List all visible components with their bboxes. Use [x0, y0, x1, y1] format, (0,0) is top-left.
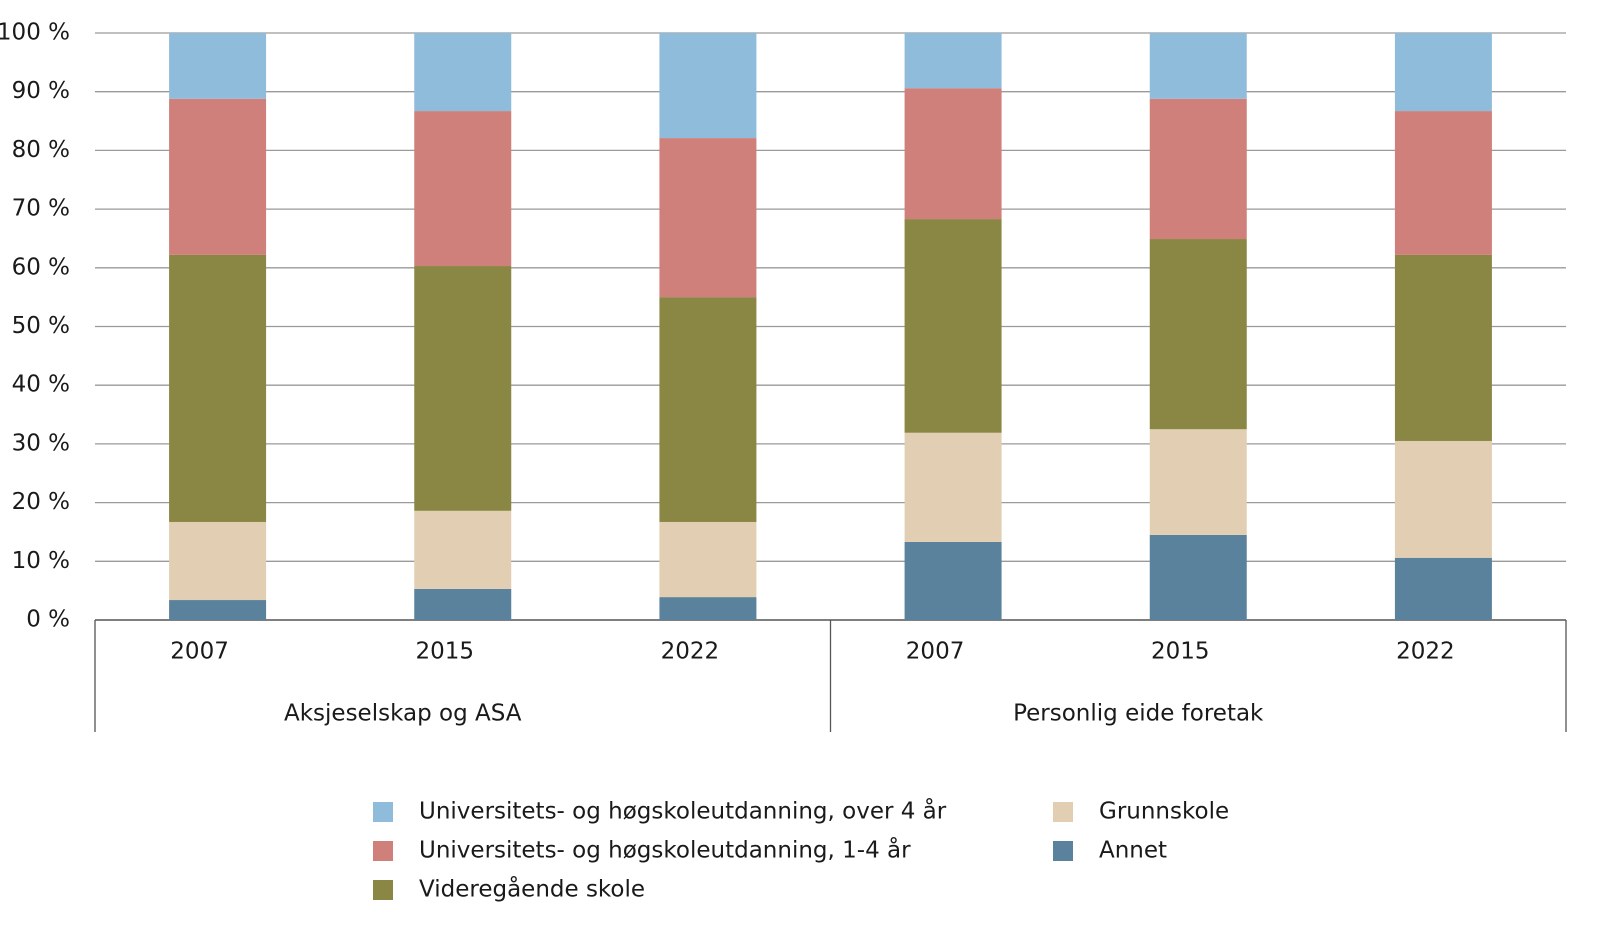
x-tick-label: 2022 [1396, 639, 1455, 665]
y-tick-label: 10 % [12, 548, 70, 574]
bar-segment [414, 588, 512, 620]
y-tick-label: 80 % [12, 137, 70, 163]
bar-segment [414, 510, 512, 589]
bar-segment [904, 541, 1002, 620]
bar-segment [904, 88, 1002, 220]
bar-segment [414, 111, 512, 267]
bar-segment [1394, 111, 1492, 255]
y-tick-label: 30 % [12, 430, 70, 456]
bar-segment [169, 254, 267, 522]
y-tick-label: 90 % [12, 78, 70, 104]
bar-segment [904, 33, 1002, 89]
bar-segment [904, 432, 1002, 542]
bar-segment [659, 33, 757, 139]
bar-segment [1394, 254, 1492, 441]
legend-label: Universitets- og høgskoleutdanning, 1-4 … [419, 836, 911, 864]
x-tick-label: 2022 [661, 639, 720, 665]
legend-swatch [373, 802, 393, 822]
group-label: Aksjeselskap og ASA [284, 701, 522, 727]
legend-swatch [373, 841, 393, 861]
bar-segment [659, 297, 757, 522]
group-label: Personlig eide foretak [1013, 701, 1264, 727]
x-tick-label: 2007 [906, 639, 965, 665]
y-tick-label: 100 % [0, 20, 70, 46]
legend-swatch [1053, 841, 1073, 861]
bar-segment [414, 33, 512, 112]
legend-swatch [1053, 802, 1073, 822]
bar-segment [169, 33, 267, 99]
y-tick-label: 40 % [12, 372, 70, 398]
bar-segment [1149, 534, 1247, 620]
legend-label: Annet [1099, 838, 1167, 864]
legend-label: Grunnskole [1099, 799, 1229, 825]
bar-segment [169, 600, 267, 620]
y-tick-label: 60 % [12, 254, 70, 280]
bar-segment [1394, 440, 1492, 558]
legend-label: Videregående skole [419, 875, 645, 903]
legend-swatch [373, 880, 393, 900]
bar-segment [414, 266, 512, 511]
y-tick-label: 0 % [26, 607, 70, 633]
x-tick-label: 2015 [1151, 639, 1210, 665]
bar-segment [1394, 33, 1492, 112]
bar-segment [1394, 557, 1492, 620]
y-tick-label: 70 % [12, 196, 70, 222]
bar-segment [904, 219, 1002, 433]
bar-segment [1149, 33, 1247, 99]
bar-segment [169, 521, 267, 601]
x-tick-label: 2007 [170, 639, 229, 665]
bar-segment [1149, 239, 1247, 430]
bar-segment [1149, 429, 1247, 535]
legend-label: Universitets- og høgskoleutdanning, over… [419, 797, 947, 825]
bar-segment [659, 138, 757, 298]
bar-segment [169, 98, 267, 255]
bar-segment [659, 521, 757, 598]
bar-segment [659, 597, 757, 620]
bar-segment [1149, 98, 1247, 240]
y-tick-label: 20 % [12, 489, 70, 515]
x-tick-label: 2015 [415, 639, 474, 665]
y-tick-label: 50 % [12, 313, 70, 339]
